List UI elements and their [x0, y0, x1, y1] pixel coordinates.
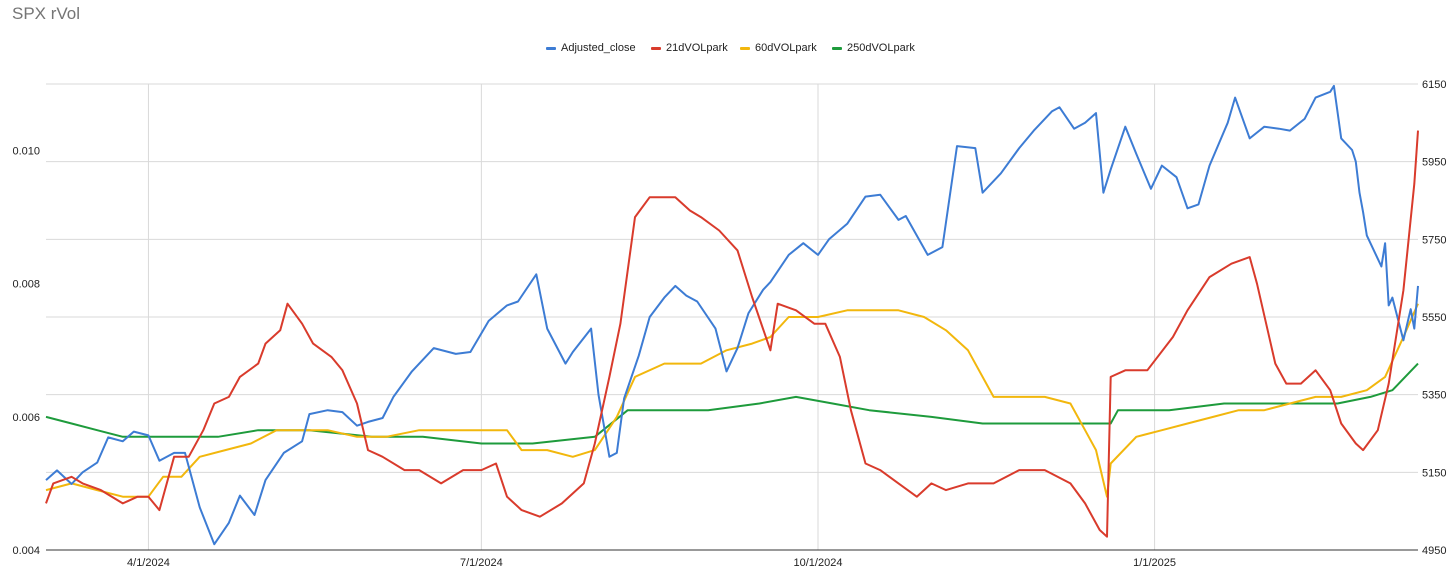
x-tick-label: 10/1/2024	[794, 557, 843, 569]
series-line-adjusted-close	[45, 84, 1419, 546]
series-line-60dvolpark	[45, 303, 1419, 498]
legend-label: 250dVOLpark	[847, 42, 915, 54]
legend: Adjusted_close 21dVOLpark 60dVOLpark 250…	[0, 42, 1456, 60]
axis-ticks: 4950 5150 5350 5550 5750 5950 6150 0.004 0.006 0.…	[12, 79, 1446, 569]
legend-item-250dvolpark[interactable]: 250dVOLpark	[832, 42, 915, 54]
gridlines	[46, 83, 1418, 551]
chart-title: SPX rVol	[12, 4, 81, 23]
series-line-21dvolpark	[45, 130, 1419, 538]
x-tick-label: 1/1/2025	[1133, 557, 1176, 569]
y-right-tick-label: 5350	[1422, 390, 1446, 402]
series-line-250dvolpark	[45, 362, 1419, 445]
legend-item-60dvolpark[interactable]: 60dVOLpark	[740, 42, 817, 54]
legend-label: Adjusted_close	[561, 42, 636, 54]
y-right-tick-label: 4950	[1422, 545, 1446, 557]
legend-swatch-icon	[546, 46, 556, 50]
y-right-tick-label: 5550	[1422, 312, 1446, 324]
legend-item-21dvolpark[interactable]: 21dVOLpark	[651, 42, 728, 54]
x-tick-label: 4/1/2024	[127, 557, 170, 569]
y-left-tick-label: 0.010	[12, 146, 40, 158]
legend-swatch-icon	[740, 46, 750, 50]
legend-swatch-icon	[832, 46, 842, 50]
legend-swatch-icon	[651, 46, 661, 50]
y-right-tick-label: 6150	[1422, 79, 1446, 91]
y-right-tick-label: 5750	[1422, 234, 1446, 246]
legend-label: 60dVOLpark	[755, 42, 817, 54]
y-left-tick-label: 0.006	[12, 412, 40, 424]
y-right-tick-label: 5950	[1422, 157, 1446, 169]
x-tick-label: 7/1/2024	[460, 557, 503, 569]
y-left-tick-label: 0.008	[12, 279, 40, 291]
legend-item-adjusted-close[interactable]: Adjusted_close	[546, 42, 636, 54]
series-lines	[45, 84, 1419, 546]
legend-label: 21dVOLpark	[666, 42, 728, 54]
y-right-tick-label: 5150	[1422, 467, 1446, 479]
y-left-tick-label: 0.004	[12, 545, 40, 557]
